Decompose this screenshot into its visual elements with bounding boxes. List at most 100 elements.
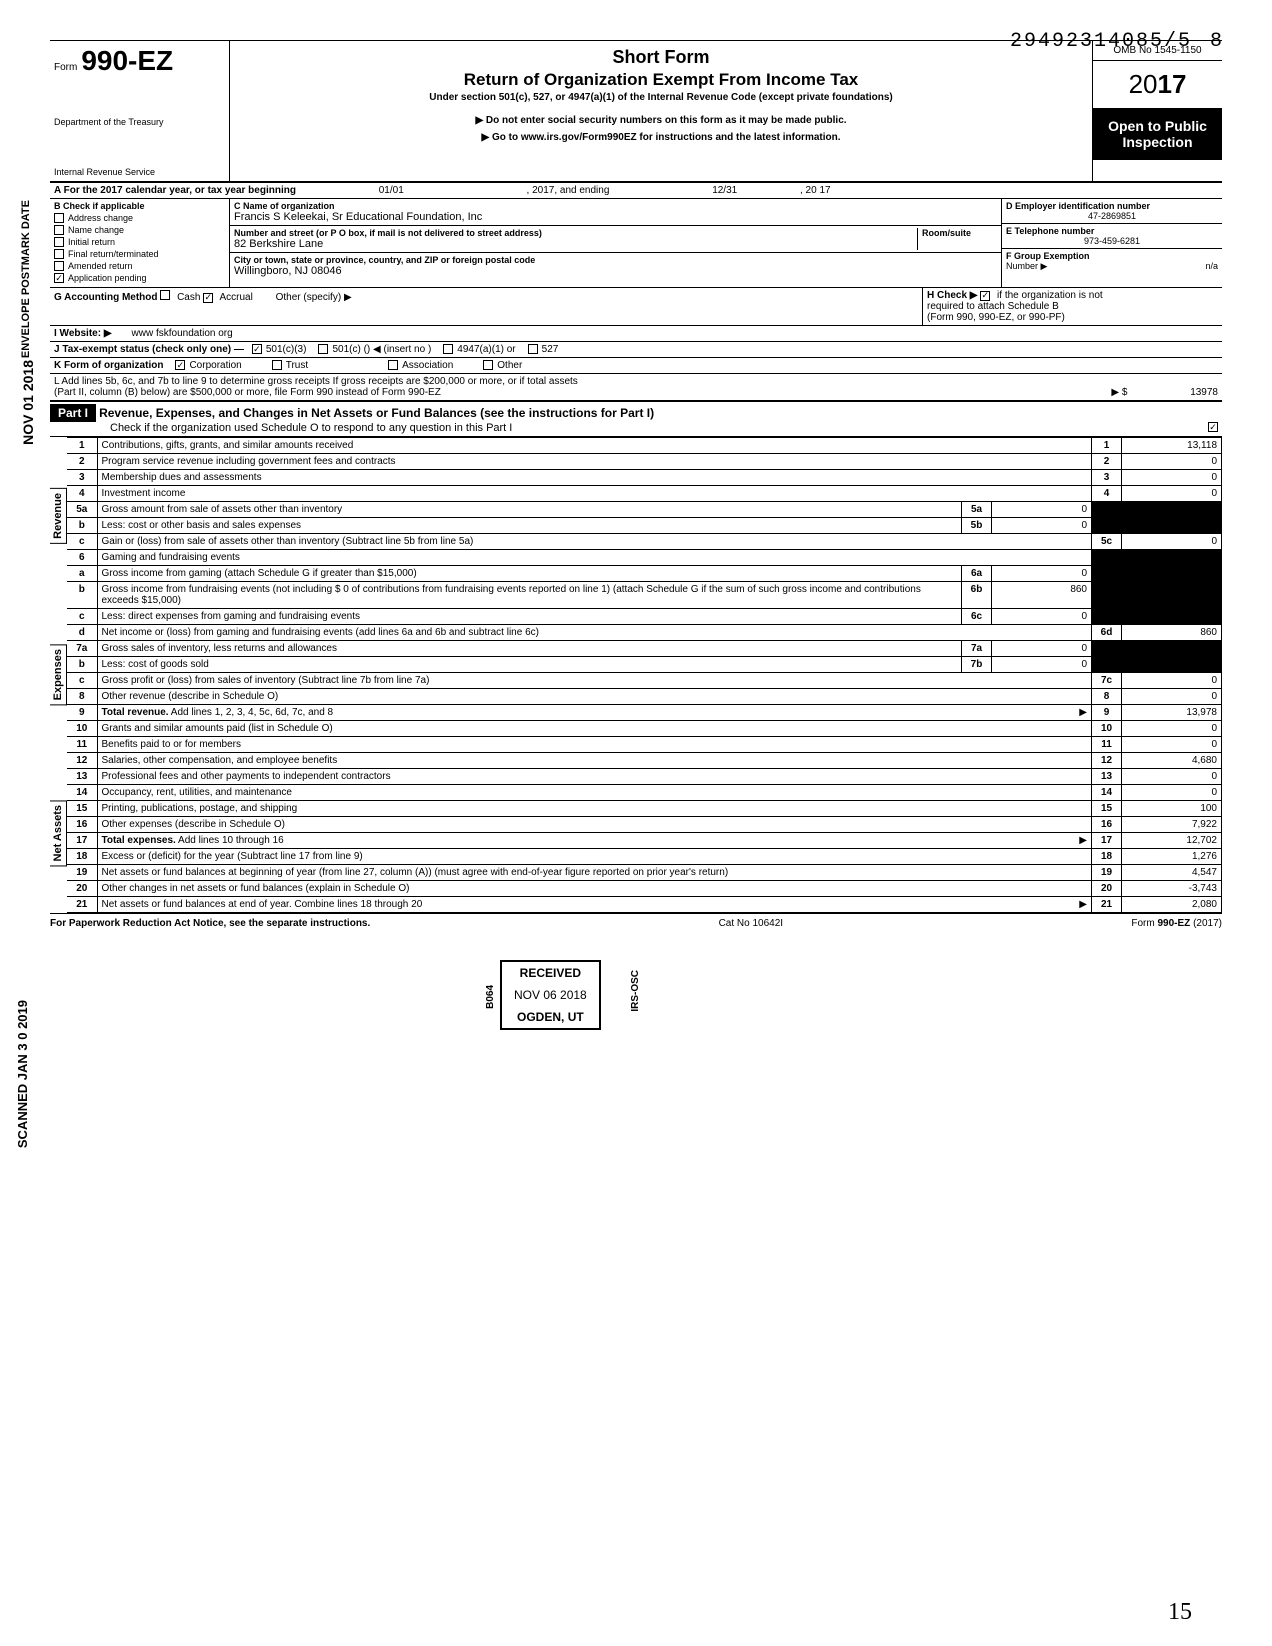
line-number: 1 bbox=[67, 438, 97, 454]
other-checkbox[interactable] bbox=[483, 360, 493, 370]
line-description: Gross amount from sale of assets other t… bbox=[97, 502, 962, 518]
footer: For Paperwork Reduction Act Notice, see … bbox=[50, 913, 1222, 933]
line-total-number: 18 bbox=[1092, 849, 1122, 865]
schedule-b-checkbox[interactable]: ✓ bbox=[980, 291, 990, 301]
line-description: Other revenue (describe in Schedule O) bbox=[97, 689, 1092, 705]
nov-date-stamp: NOV 01 2018 bbox=[20, 360, 36, 445]
line-description: Membership dues and assessments bbox=[97, 470, 1092, 486]
line-number: 11 bbox=[67, 737, 97, 753]
checkbox-initial-return[interactable] bbox=[54, 237, 64, 247]
line-sub-number: 6b bbox=[962, 582, 992, 609]
group-label2: Number ▶ bbox=[1006, 261, 1047, 271]
line-number: 3 bbox=[67, 470, 97, 486]
line-row: 9Total revenue. Add lines 1, 2, 3, 4, 5c… bbox=[67, 705, 1222, 721]
line-total-number: 20 bbox=[1092, 881, 1122, 897]
title-desc: Under section 501(c), 527, or 4947(a)(1)… bbox=[236, 92, 1086, 103]
line-number: 16 bbox=[67, 817, 97, 833]
4947-checkbox[interactable] bbox=[443, 344, 453, 354]
line-row: 18Excess or (deficit) for the year (Subt… bbox=[67, 849, 1222, 865]
line-sub-value: 860 bbox=[992, 582, 1092, 609]
checkbox-name-change[interactable] bbox=[54, 225, 64, 235]
line-total-value: 12,702 bbox=[1122, 833, 1222, 849]
line-shaded bbox=[1122, 657, 1222, 673]
line-total-number: 11 bbox=[1092, 737, 1122, 753]
line-total-number: 14 bbox=[1092, 785, 1122, 801]
line-total-number: 1 bbox=[1092, 438, 1122, 454]
line-description: Printing, publications, postage, and shi… bbox=[97, 801, 1092, 817]
line-row: bLess: cost of goods sold7b0 bbox=[67, 657, 1222, 673]
line-number: 20 bbox=[67, 881, 97, 897]
line-sub-number: 7a bbox=[962, 641, 992, 657]
checkbox-final-return-terminated[interactable] bbox=[54, 249, 64, 259]
checkbox-application-pending[interactable]: ✓ bbox=[54, 273, 64, 283]
form-prefix: Form bbox=[54, 62, 77, 73]
row-a-tax-year: A For the 2017 calendar year, or tax yea… bbox=[50, 183, 1222, 199]
527-checkbox[interactable] bbox=[528, 344, 538, 354]
line-row: dNet income or (loss) from gaming and fu… bbox=[67, 625, 1222, 641]
line-total-number: 5c bbox=[1092, 534, 1122, 550]
row-j-tax-status: J Tax-exempt status (check only one) — ✓… bbox=[50, 342, 1222, 358]
line-row: aGross income from gaming (attach Schedu… bbox=[67, 566, 1222, 582]
dln-number: 29492314085/5 bbox=[1010, 30, 1192, 53]
assoc-checkbox[interactable] bbox=[388, 360, 398, 370]
line-total-value: 13,978 bbox=[1122, 705, 1222, 721]
line-total-value: -3,743 bbox=[1122, 881, 1222, 897]
checkbox-label: Amended return bbox=[68, 261, 133, 271]
schedule-o-checkbox[interactable]: ✓ bbox=[1208, 422, 1218, 432]
line-row: 20Other changes in net assets or fund ba… bbox=[67, 881, 1222, 897]
line-total-value: 0 bbox=[1122, 737, 1222, 753]
line-sub-value: 0 bbox=[992, 518, 1092, 534]
line-total-number: 13 bbox=[1092, 769, 1122, 785]
checkbox-amended-return[interactable] bbox=[54, 261, 64, 271]
line-number: 6 bbox=[67, 550, 97, 566]
corp-checkbox[interactable]: ✓ bbox=[175, 360, 185, 370]
line-total-number: 19 bbox=[1092, 865, 1122, 881]
line-total-number: 10 bbox=[1092, 721, 1122, 737]
section-b: B Check if applicable Address changeName… bbox=[50, 199, 230, 287]
line-row: bLess: cost or other basis and sales exp… bbox=[67, 518, 1222, 534]
part1-check-text: Check if the organization used Schedule … bbox=[110, 422, 512, 434]
line-row: 21Net assets or fund balances at end of … bbox=[67, 897, 1222, 913]
501c3-checkbox[interactable]: ✓ bbox=[252, 344, 262, 354]
checkbox-label: Name change bbox=[68, 225, 124, 235]
line-total-number: 7c bbox=[1092, 673, 1122, 689]
part1-title: Revenue, Expenses, and Changes in Net As… bbox=[99, 406, 654, 420]
checkbox-address-change[interactable] bbox=[54, 213, 64, 223]
line-row: bGross income from fundraising events (n… bbox=[67, 582, 1222, 609]
title-main: Return of Organization Exempt From Incom… bbox=[236, 70, 1086, 90]
line-row: 5aGross amount from sale of assets other… bbox=[67, 502, 1222, 518]
line-total-value: 7,922 bbox=[1122, 817, 1222, 833]
line-total-number: 21 bbox=[1092, 897, 1122, 913]
tax-year: 20201717 bbox=[1093, 61, 1222, 108]
line-row: 11Benefits paid to or for members110 bbox=[67, 737, 1222, 753]
room-label: Room/suite bbox=[922, 228, 997, 238]
trust-checkbox[interactable] bbox=[272, 360, 282, 370]
link-note: ▶ Go to www.irs.gov/Form990EZ for instru… bbox=[236, 132, 1086, 143]
line-total-number: 16 bbox=[1092, 817, 1122, 833]
year-box: OMB No 1545-1150 20201717 Open to Public… bbox=[1092, 41, 1222, 181]
line-description: Net assets or fund balances at end of ye… bbox=[97, 897, 1092, 913]
line-number: b bbox=[67, 657, 97, 673]
open-public-badge: Open to Public Inspection bbox=[1093, 108, 1222, 160]
501c-checkbox[interactable] bbox=[318, 344, 328, 354]
line-number: 7a bbox=[67, 641, 97, 657]
line-description: Gross profit or (loss) from sales of inv… bbox=[97, 673, 1092, 689]
line-total-value: 2,080 bbox=[1122, 897, 1222, 913]
line-shaded bbox=[1122, 582, 1222, 609]
accrual-checkbox[interactable]: ✓ bbox=[203, 293, 213, 303]
line-row: 15Printing, publications, postage, and s… bbox=[67, 801, 1222, 817]
line-description: Net income or (loss) from gaming and fun… bbox=[97, 625, 1092, 641]
part1-label: Part I bbox=[50, 404, 96, 422]
line-number: 4 bbox=[67, 486, 97, 502]
cash-checkbox[interactable] bbox=[160, 290, 170, 300]
line-description: Gross income from gaming (attach Schedul… bbox=[97, 566, 962, 582]
footer-form: Form 990-EZ (2017) bbox=[1131, 918, 1222, 929]
line-row: 17Total expenses. Add lines 10 through 1… bbox=[67, 833, 1222, 849]
line-shaded bbox=[1092, 518, 1122, 534]
line-number: c bbox=[67, 673, 97, 689]
line-row: 8Other revenue (describe in Schedule O)8… bbox=[67, 689, 1222, 705]
line-description: Other expenses (describe in Schedule O) bbox=[97, 817, 1092, 833]
row-g: G Accounting Method Cash ✓ Accrual Other… bbox=[50, 288, 1222, 326]
line-shaded bbox=[1092, 609, 1122, 625]
line-row: 14Occupancy, rent, utilities, and mainte… bbox=[67, 785, 1222, 801]
